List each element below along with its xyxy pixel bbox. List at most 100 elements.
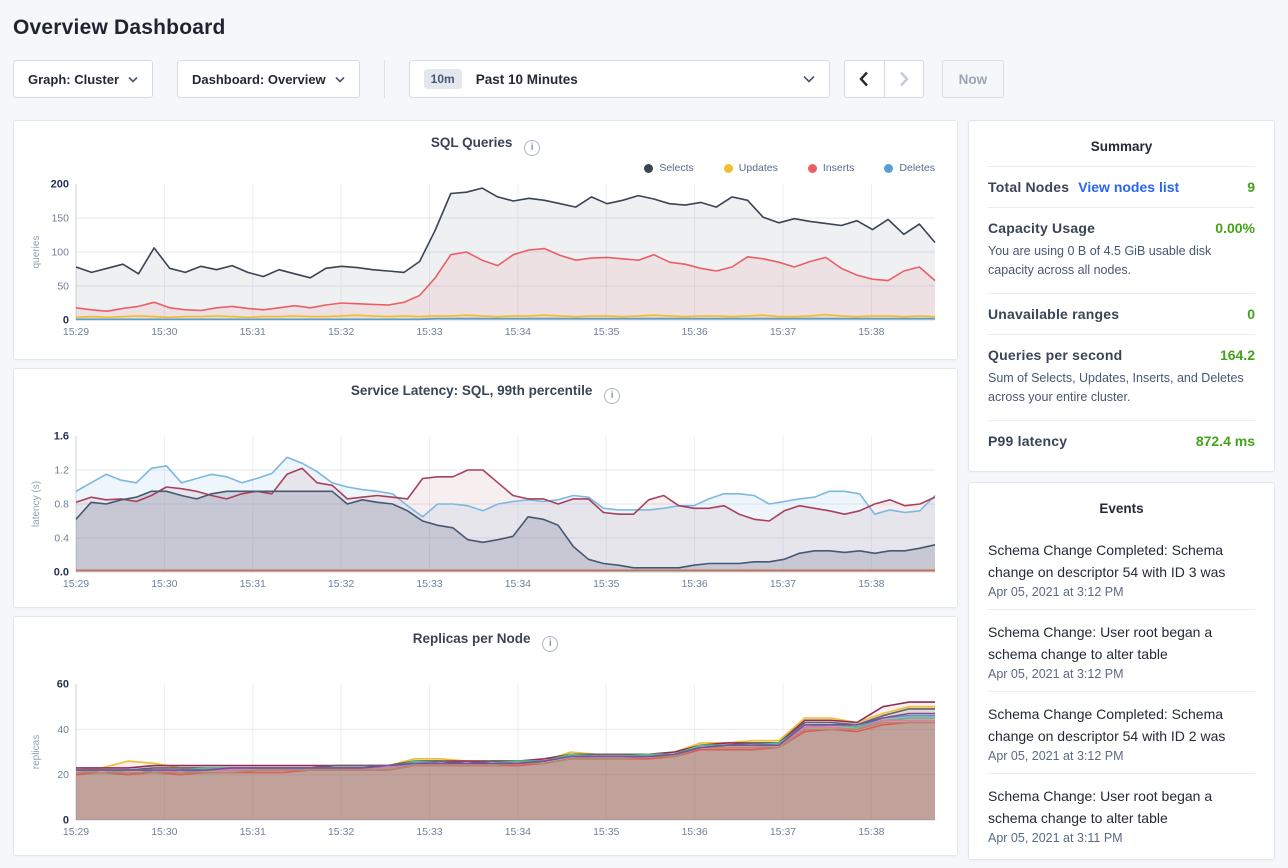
capacity-usage-value: 0.00% xyxy=(1215,220,1255,236)
service-latency-title: Service Latency: SQL, 99th percentile xyxy=(350,383,593,398)
svg-text:20: 20 xyxy=(57,769,69,781)
summary-row-qps: Queries per second 164.2 Sum of Selects,… xyxy=(988,333,1255,420)
legend-dot xyxy=(644,163,654,173)
chevron-down-icon xyxy=(803,75,815,83)
svg-text:15:31: 15:31 xyxy=(240,578,266,590)
svg-text:15:33: 15:33 xyxy=(416,578,442,590)
sql-queries-panel: SQL Queries i Selects Updates Inserts Delet… xyxy=(13,120,958,360)
svg-text:15:34: 15:34 xyxy=(505,326,531,338)
svg-text:0: 0 xyxy=(63,814,69,826)
replicas-per-node-panel: Replicas per Node i 0 20 40 60 15:29 15:30 15:… xyxy=(13,616,958,856)
svg-text:15:35: 15:35 xyxy=(593,826,619,838)
event-message[interactable]: Schema Change Completed: Schema change o… xyxy=(988,541,1226,580)
svg-text:15:36: 15:36 xyxy=(681,578,707,590)
svg-text:100: 100 xyxy=(51,246,69,258)
dashboard-dropdown[interactable]: Dashboard: Overview xyxy=(177,60,360,98)
svg-text:15:32: 15:32 xyxy=(328,326,354,338)
graph-dropdown-label: Graph: Cluster xyxy=(28,71,120,87)
event-item: Schema Change: User root began a schema … xyxy=(988,608,1255,691)
svg-text:15:35: 15:35 xyxy=(593,578,619,590)
event-item: Schema Change Completed: Schema change o… xyxy=(988,528,1255,609)
svg-text:0: 0 xyxy=(63,314,69,326)
time-range-select[interactable]: 10m Past 10 Minutes xyxy=(408,60,830,98)
svg-text:15:29: 15:29 xyxy=(63,826,89,838)
time-step-buttons xyxy=(843,60,924,98)
queries-per-second-description: Sum of Selects, Updates, Inserts, and De… xyxy=(988,370,1244,405)
svg-text:0.4: 0.4 xyxy=(54,532,69,544)
legend-item-selects: Selects xyxy=(644,161,694,176)
svg-text:15:34: 15:34 xyxy=(505,826,531,838)
svg-text:15:30: 15:30 xyxy=(151,578,177,590)
summary-row-capacity: Capacity Usage 0.00% You are using 0 B o… xyxy=(988,207,1255,293)
event-time: Apr 05, 2021 at 3:11 PM xyxy=(988,831,1123,846)
svg-text:15:38: 15:38 xyxy=(858,326,884,338)
graph-dropdown[interactable]: Graph: Cluster xyxy=(13,60,154,98)
page-title: Overview Dashboard xyxy=(13,16,226,39)
legend-item-deletes: Deletes xyxy=(884,161,935,176)
svg-text:15:32: 15:32 xyxy=(328,826,354,838)
summary-row-total-nodes: Total Nodes View nodes list 9 xyxy=(988,166,1255,207)
chevron-down-icon xyxy=(128,76,138,83)
unavailable-ranges-value: 0 xyxy=(1247,305,1255,322)
svg-text:15:33: 15:33 xyxy=(416,826,442,838)
svg-text:15:31: 15:31 xyxy=(240,326,266,338)
summary-panel: Summary Total Nodes View nodes list 9 Ca… xyxy=(968,120,1275,472)
svg-text:0.0: 0.0 xyxy=(54,566,69,578)
next-timeframe-button[interactable] xyxy=(883,61,923,97)
capacity-usage-description: You are using 0 B of 4.5 GiB usable disk… xyxy=(988,244,1212,278)
event-time: Apr 05, 2021 at 3:12 PM xyxy=(988,584,1124,599)
legend-dot xyxy=(807,163,817,173)
replicas-per-node-title: Replicas per Node xyxy=(412,631,531,646)
now-button[interactable]: Now xyxy=(941,60,1005,98)
svg-text:1.6: 1.6 xyxy=(54,430,69,442)
svg-text:1.2: 1.2 xyxy=(54,464,69,476)
svg-text:15:37: 15:37 xyxy=(770,578,796,590)
chevron-down-icon xyxy=(335,76,345,83)
info-icon[interactable]: i xyxy=(604,387,621,404)
event-message[interactable]: Schema Change: User root began a schema … xyxy=(988,623,1213,662)
event-message[interactable]: Schema Change: User root began a schema … xyxy=(988,788,1213,827)
main-content: SQL Queries i Selects Updates Inserts Delet… xyxy=(13,120,1275,864)
svg-text:15:34: 15:34 xyxy=(505,578,531,590)
svg-text:60: 60 xyxy=(57,678,69,690)
toolbar: Graph: Cluster Dashboard: Overview 10m P… xyxy=(13,60,1288,98)
svg-text:15:32: 15:32 xyxy=(328,578,354,590)
sql-queries-legend: Selects Updates Inserts Deletes xyxy=(28,161,935,176)
svg-text:15:38: 15:38 xyxy=(858,578,884,590)
svg-text:15:30: 15:30 xyxy=(151,326,177,338)
svg-text:200: 200 xyxy=(51,178,69,190)
svg-text:15:36: 15:36 xyxy=(681,826,707,838)
svg-text:40: 40 xyxy=(57,723,69,735)
legend-dot xyxy=(723,163,733,173)
total-nodes-label: Total Nodes xyxy=(988,179,1070,195)
svg-text:15:35: 15:35 xyxy=(593,326,619,338)
sql-queries-chart: 0 50 100 150 200 15:29 15:30 15:31 15:32 15:33 15:… xyxy=(28,178,943,340)
events-panel: Events Schema Change Completed: Schema c… xyxy=(968,481,1275,861)
sql-queries-title: SQL Queries xyxy=(430,135,513,150)
svg-text:15:37: 15:37 xyxy=(770,826,796,838)
summary-title: Summary xyxy=(1090,139,1153,154)
view-nodes-list-link[interactable]: View nodes list xyxy=(1078,179,1180,195)
event-time: Apr 05, 2021 at 3:12 PM xyxy=(988,749,1124,764)
summary-row-p99: P99 latency 872.4 ms xyxy=(988,419,1255,461)
total-nodes-value: 9 xyxy=(1247,179,1255,195)
svg-text:150: 150 xyxy=(51,212,69,224)
queries-per-second-label: Queries per second xyxy=(988,346,1123,363)
info-icon[interactable]: i xyxy=(542,635,559,652)
info-icon[interactable]: i xyxy=(524,139,541,156)
svg-text:15:38: 15:38 xyxy=(858,826,884,838)
toolbar-divider xyxy=(383,60,385,98)
previous-timeframe-button[interactable] xyxy=(845,61,884,97)
legend-item-updates: Updates xyxy=(723,161,778,176)
dashboard-dropdown-label: Dashboard: Overview xyxy=(192,71,326,87)
svg-text:replicas: replicas xyxy=(31,734,42,768)
events-list: Schema Change Completed: Schema change o… xyxy=(988,528,1255,856)
legend-dot xyxy=(884,163,894,173)
summary-row-unavailable: Unavailable ranges 0 xyxy=(988,292,1255,334)
time-range-badge: 10m xyxy=(423,69,462,89)
svg-text:15:37: 15:37 xyxy=(770,326,796,338)
svg-text:15:29: 15:29 xyxy=(63,578,89,590)
sidebar-column: Summary Total Nodes View nodes list 9 Ca… xyxy=(968,120,1275,864)
event-message[interactable]: Schema Change Completed: Schema change o… xyxy=(988,705,1226,745)
charts-column: SQL Queries i Selects Updates Inserts Delet… xyxy=(13,120,958,864)
